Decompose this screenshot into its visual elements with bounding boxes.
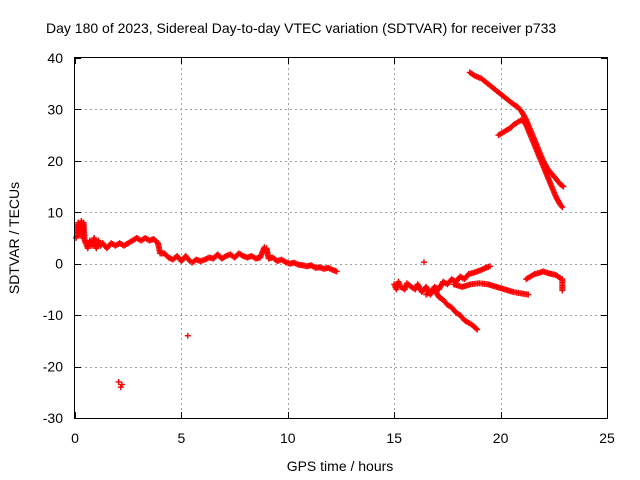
data-point <box>525 291 532 298</box>
x-tick-label: 10 <box>280 430 296 446</box>
x-tick-label: 5 <box>178 430 186 446</box>
data-point <box>185 256 192 263</box>
chart-title: Day 180 of 2023, Sidereal Day-to-day VTE… <box>46 20 556 36</box>
y-tick-label: 30 <box>47 101 63 117</box>
y-tick-label: -10 <box>43 307 63 323</box>
data-point <box>115 379 122 385</box>
y-tick-label: -30 <box>43 410 63 426</box>
y-axis-label: SDTVAR / TECUs <box>6 182 22 294</box>
y-tick-label: 20 <box>47 153 63 169</box>
data-point <box>559 204 566 211</box>
data-point <box>474 326 481 333</box>
data-point <box>559 287 566 294</box>
x-tick-label: 25 <box>599 430 615 446</box>
y-tick-label: 0 <box>55 256 63 272</box>
y-tick-label: 40 <box>47 50 63 66</box>
data-point <box>560 183 567 190</box>
axis-ticks: 0 5 10 15 20 25 -30 -20 -10 0 10 20 30 40 <box>43 50 615 446</box>
data-points <box>73 69 567 391</box>
data-point <box>118 381 125 388</box>
data-point <box>333 268 340 275</box>
grid-lines <box>75 58 607 418</box>
plot-frame <box>74 57 608 419</box>
x-axis-label: GPS time / hours <box>287 458 394 474</box>
data-point <box>559 182 566 189</box>
data-point <box>473 325 480 332</box>
data-point <box>184 332 191 339</box>
data-point <box>558 202 565 209</box>
x-tick-label: 0 <box>71 430 79 446</box>
y-tick-label: 10 <box>47 204 63 220</box>
data-point <box>420 259 427 266</box>
x-tick-label: 15 <box>386 430 402 446</box>
x-tick-label: 20 <box>493 430 509 446</box>
y-tick-label: -20 <box>43 359 63 375</box>
data-point <box>486 263 493 270</box>
